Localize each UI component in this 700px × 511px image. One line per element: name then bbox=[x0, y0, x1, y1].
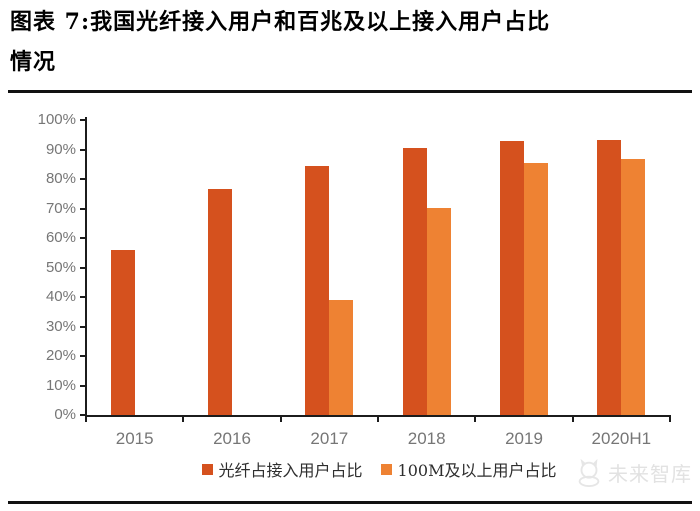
watermark-text: 未来智库 bbox=[608, 461, 692, 486]
legend-label-100m: 100M及以上用户占比 bbox=[397, 461, 557, 480]
y-axis-label: 90% bbox=[45, 140, 76, 158]
y-axis-label: 10% bbox=[45, 376, 76, 394]
y-axis-tick bbox=[80, 384, 86, 387]
x-axis-label: 2015 bbox=[115, 429, 154, 448]
y-axis-tick bbox=[80, 266, 86, 269]
bar-2018-fiber bbox=[402, 148, 427, 415]
bar-2017-fiber bbox=[305, 166, 330, 415]
legend-item-100m: 100M及以上用户占比 bbox=[380, 457, 557, 481]
x-axis-label: 2017 bbox=[310, 429, 349, 448]
y-axis-tick bbox=[80, 355, 86, 357]
y-axis-tick bbox=[80, 178, 86, 180]
figure-title-line1: 图表 7:我国光纤接入用户和百兆及以上接入用户占比 bbox=[10, 9, 551, 35]
top-divider bbox=[8, 90, 692, 93]
y-axis-label: 60% bbox=[45, 229, 76, 246]
bar-2017-100m bbox=[329, 300, 354, 415]
figure-title: 图表 7:我国光纤接入用户和百兆及以上接入用户占比 情况 bbox=[10, 2, 694, 82]
x-axis-tick bbox=[669, 417, 671, 422]
x-axis-tick bbox=[377, 417, 379, 422]
chart-legend: 光纤占接入用户占比 100M及以上用户占比 bbox=[87, 457, 671, 481]
y-axis-label: 20% bbox=[45, 347, 76, 364]
y-axis-label: 80% bbox=[45, 170, 76, 187]
bar-2015-fiber bbox=[110, 249, 135, 415]
x-axis-label: 2020H1 bbox=[591, 429, 652, 448]
legend-marker-100m-icon bbox=[380, 463, 392, 475]
watermark: 未来智库 bbox=[574, 456, 692, 488]
y-axis-label: 100% bbox=[37, 111, 76, 128]
y-axis-label: 30% bbox=[45, 317, 76, 335]
bottom-divider bbox=[8, 501, 692, 504]
y-axis-label: 0% bbox=[54, 406, 76, 423]
x-axis-tick bbox=[279, 417, 282, 422]
legend-item-fiber: 光纤占接入用户占比 bbox=[201, 457, 363, 481]
y-axis-tick bbox=[80, 414, 86, 416]
bar-2018-100m bbox=[426, 207, 451, 415]
legend-label-fiber: 光纤占接入用户占比 bbox=[218, 461, 363, 480]
bar-2020H1-fiber bbox=[597, 140, 622, 415]
y-axis-tick bbox=[80, 296, 86, 298]
figure-title-line2: 情况 bbox=[10, 49, 57, 75]
y-axis-line bbox=[85, 117, 87, 417]
cat-logo-icon bbox=[578, 458, 600, 487]
legend-marker-fiber-icon bbox=[201, 463, 213, 475]
x-axis-label: 2019 bbox=[505, 429, 543, 448]
y-axis-label: 50% bbox=[45, 258, 76, 276]
x-axis-tick bbox=[571, 417, 574, 422]
y-axis-tick bbox=[80, 325, 86, 328]
x-axis-tick bbox=[85, 417, 87, 422]
y-axis-tick bbox=[80, 148, 86, 151]
bar-2019-100m bbox=[524, 163, 548, 415]
bar-2019-fiber bbox=[500, 140, 524, 415]
x-axis-tick bbox=[474, 417, 477, 422]
x-axis-tick bbox=[182, 417, 185, 422]
x-axis-label: 2018 bbox=[407, 429, 446, 448]
bar-2020H1-100m bbox=[621, 158, 646, 415]
bar-2016-fiber bbox=[208, 189, 232, 415]
x-axis-label: 2016 bbox=[213, 429, 251, 448]
y-axis-tick bbox=[80, 237, 86, 239]
y-axis-tick bbox=[80, 119, 86, 121]
x-axis-line bbox=[85, 415, 671, 417]
y-axis-tick bbox=[80, 207, 86, 210]
y-axis-label: 70% bbox=[45, 199, 76, 217]
y-axis-label: 40% bbox=[45, 288, 76, 305]
